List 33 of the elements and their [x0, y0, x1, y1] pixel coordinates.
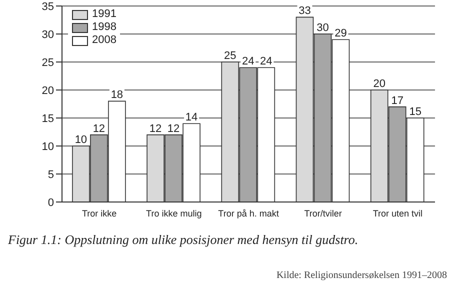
data-label: 24: [242, 56, 254, 68]
data-label: 12: [167, 122, 180, 135]
y-tick-label: 30: [42, 28, 54, 41]
data-label: 14: [185, 112, 198, 124]
data-label: 24: [260, 56, 272, 68]
data-label: 15: [409, 106, 422, 118]
text: Kilde: Religionsundersøkelsen 1991–2008: [276, 270, 447, 281]
x-tick-label: Tror ikke: [82, 208, 117, 218]
legend-label: 1998: [92, 21, 116, 34]
text: Figur 1.1: Oppslutning om ulike posisjoner med hensyn til gudstro.: [8, 232, 358, 248]
data-label: 30: [316, 22, 329, 34]
data-label: 20: [373, 78, 386, 90]
data-label: 29: [334, 28, 347, 40]
x-tick-label: Tro ikke mulig: [146, 208, 202, 218]
y-tick-label: 20: [42, 84, 54, 97]
y-tick-label: 5: [48, 168, 54, 181]
data-label: 33: [298, 5, 311, 18]
y-tick-label: 10: [42, 140, 54, 153]
data-label: 12: [149, 122, 162, 135]
y-tick-label: 35: [42, 0, 54, 13]
x-tick-label: Tror på h. makt: [218, 208, 280, 218]
data-label: 18: [110, 89, 124, 102]
legend-label: 2008: [92, 34, 116, 47]
y-tick-label: 0: [48, 196, 54, 209]
x-tick-label: Tror uten tvil: [372, 208, 423, 218]
y-tick-label: 15: [42, 112, 54, 125]
data-label: 12: [92, 122, 106, 135]
y-tick-label: 25: [42, 56, 54, 69]
legend-label: 1991: [92, 8, 116, 21]
x-tick-label: Tror/tviler: [304, 208, 342, 218]
data-label: 25: [224, 50, 236, 62]
data-label: 17: [391, 94, 404, 107]
data-label: 10: [74, 134, 88, 146]
